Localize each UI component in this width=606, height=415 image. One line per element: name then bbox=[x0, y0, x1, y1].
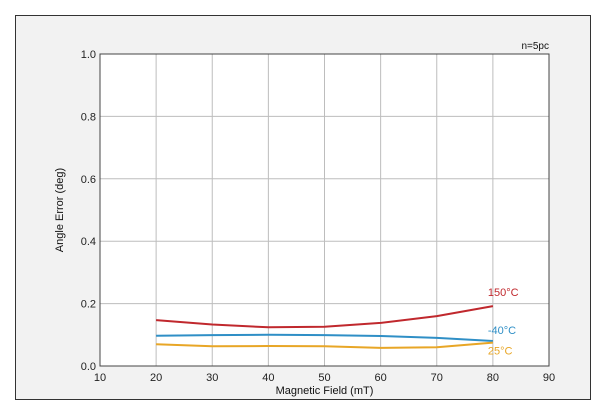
series-label: 150°C bbox=[488, 287, 519, 299]
y-axis-ticks: 0.0 0.2 0.4 0.6 0.8 1.0 bbox=[81, 49, 96, 373]
x-tick-label: 40 bbox=[262, 372, 274, 384]
y-axis-label: Angle Error (deg) bbox=[54, 168, 66, 252]
plot-border bbox=[99, 53, 550, 367]
y-tick-label: 0.0 bbox=[81, 361, 96, 373]
sample-size-note: n=5pc bbox=[521, 41, 549, 52]
series-line bbox=[156, 333, 493, 342]
x-tick-label: 20 bbox=[150, 372, 162, 384]
grid bbox=[100, 54, 549, 366]
series-lines bbox=[156, 305, 494, 349]
y-tick-label: 0.4 bbox=[81, 236, 96, 248]
y-tick-label: 0.6 bbox=[81, 174, 96, 186]
x-tick-label: 80 bbox=[487, 372, 499, 384]
x-tick-label: 70 bbox=[431, 372, 443, 384]
y-tick-label: 0.8 bbox=[81, 111, 96, 123]
series-line bbox=[156, 305, 494, 329]
y-tick-label: 0.2 bbox=[81, 299, 96, 311]
x-tick-label: 10 bbox=[94, 372, 106, 384]
x-tick-label: 60 bbox=[375, 372, 387, 384]
series-line bbox=[156, 341, 493, 349]
x-tick-label: 50 bbox=[318, 372, 330, 384]
y-tick-label: 1.0 bbox=[81, 49, 96, 61]
series-label: -40°C bbox=[488, 325, 516, 337]
series-label: 25°C bbox=[488, 346, 513, 358]
x-axis-ticks: 10 20 30 40 50 60 70 80 90 bbox=[94, 372, 555, 384]
x-tick-label: 90 bbox=[543, 372, 555, 384]
x-tick-label: 30 bbox=[206, 372, 218, 384]
x-axis-label: Magnetic Field (mT) bbox=[276, 385, 374, 397]
series-labels: 150°C -40°C 25°C bbox=[488, 287, 519, 358]
